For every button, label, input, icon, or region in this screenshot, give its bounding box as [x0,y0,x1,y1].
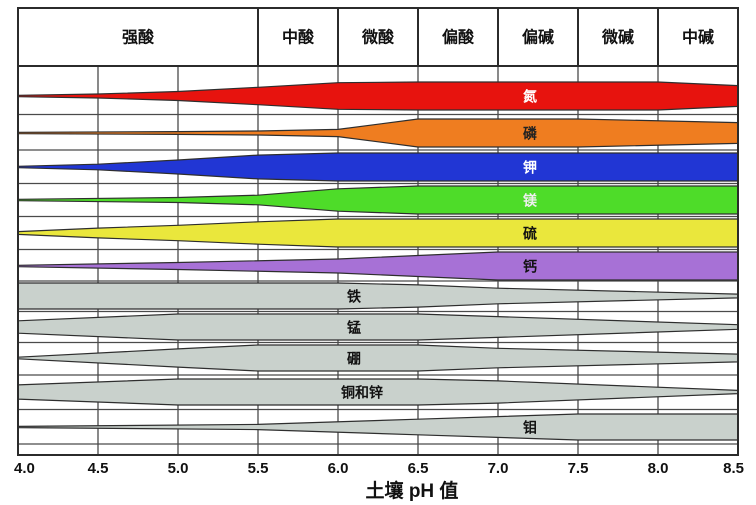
header-cell [497,7,579,67]
header-cell [337,7,419,67]
nutrient-band-label: 磷 [523,126,538,142]
x-axis-tick-label: 5.5 [248,460,269,477]
x-axis-tick-label: 6.0 [328,460,349,477]
header-cell-label: 偏碱 [522,28,554,47]
header-cell-label: 偏酸 [442,28,475,47]
x-axis-tick-label: 8.5 [723,460,744,477]
x-axis-tick-label: 7.5 [568,460,589,477]
header-cell-label: 中酸 [282,28,315,47]
header-cell-label: 微碱 [601,28,634,47]
header-cell [17,7,259,67]
nutrient-band-label: 氮 [522,89,537,105]
nutrient-band-label: 钼 [523,420,537,436]
header-cell-label: 强酸 [122,28,155,47]
header-cell [417,7,499,67]
x-axis-tick-label: 4.0 [14,460,35,477]
nutrient-band-label: 钾 [523,160,537,176]
header-cell-label: 中碱 [682,28,714,47]
header-cell [657,7,739,67]
header-cell [577,7,659,67]
nutrient-band-label: 铁 [347,289,361,305]
nutrient-band-label: 锰 [347,320,361,336]
x-axis-tick-label: 4.5 [88,460,109,477]
nutrient-band-label: 硼 [347,351,361,367]
nutrient-band-label: 镁 [523,193,538,209]
nutrient-band-label: 钙 [523,259,537,275]
x-axis-tick-label: 5.0 [168,460,189,477]
x-axis-tick-label: 7.0 [488,460,509,477]
x-axis-tick-label: 8.0 [648,460,669,477]
nutrient-band-label: 硫 [523,226,537,242]
x-axis-title: 土壤 pH 值 [366,479,459,502]
x-axis-tick-label: 6.5 [408,460,429,477]
nutrient-band-label: 铜和锌 [341,385,383,401]
header-cell-label: 微酸 [361,28,395,47]
header-cell [257,7,339,67]
